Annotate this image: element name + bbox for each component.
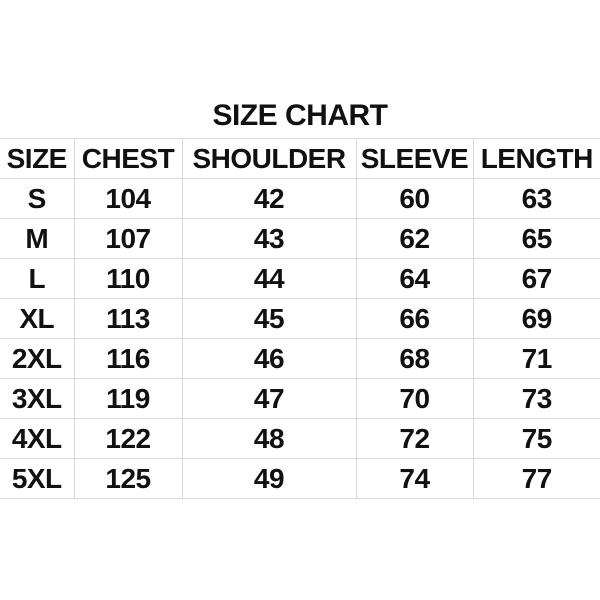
- size-label-cell: 2XL: [0, 338, 74, 379]
- sleeve-cell: 64: [355, 258, 473, 299]
- chart-title: SIZE CHART: [212, 99, 389, 132]
- table-row: L 110 44 64 67: [0, 258, 600, 299]
- column-header-size: SIZE: [0, 138, 74, 179]
- size-label-cell: L: [0, 258, 74, 299]
- length-cell: 73: [472, 378, 600, 419]
- size-label-cell: S: [0, 178, 74, 219]
- length-cell: 69: [472, 298, 600, 339]
- shoulder-cell: 49: [181, 458, 356, 499]
- column-header-shoulder: SHOULDER: [181, 138, 356, 179]
- shoulder-cell: 47: [181, 378, 356, 419]
- column-header-chest: CHEST: [73, 138, 182, 179]
- table-row: 2XL 116 46 68 71: [0, 338, 600, 379]
- sleeve-cell: 62: [355, 218, 473, 259]
- column-header-length: LENGTH: [472, 138, 600, 179]
- sleeve-cell: 70: [355, 378, 473, 419]
- size-label-cell: 3XL: [0, 378, 74, 419]
- sleeve-cell: 72: [355, 418, 473, 459]
- shoulder-cell: 45: [181, 298, 356, 339]
- chest-cell: 125: [73, 458, 182, 499]
- length-cell: 77: [472, 458, 600, 499]
- sleeve-cell: 60: [355, 178, 473, 219]
- sleeve-cell: 66: [355, 298, 473, 339]
- column-header-sleeve: SLEEVE: [355, 138, 473, 179]
- shoulder-cell: 44: [181, 258, 356, 299]
- chest-cell: 107: [73, 218, 182, 259]
- size-label-cell: 4XL: [0, 418, 74, 459]
- size-chart-table: SIZE CHEST SHOULDER SLEEVE LENGTH S 104 …: [0, 138, 600, 499]
- chest-cell: 113: [73, 298, 182, 339]
- size-label-cell: 5XL: [0, 458, 74, 499]
- length-cell: 67: [472, 258, 600, 299]
- table-row: 3XL 119 47 70 73: [0, 378, 600, 419]
- header-row: SIZE CHEST SHOULDER SLEEVE LENGTH: [0, 138, 600, 179]
- length-cell: 65: [472, 218, 600, 259]
- table-row: S 104 42 60 63: [0, 178, 600, 219]
- chest-cell: 122: [73, 418, 182, 459]
- chest-cell: 119: [73, 378, 182, 419]
- length-cell: 63: [472, 178, 600, 219]
- chest-cell: 110: [73, 258, 182, 299]
- table-row: XL 113 45 66 69: [0, 298, 600, 339]
- shoulder-cell: 46: [181, 338, 356, 379]
- shoulder-cell: 48: [181, 418, 356, 459]
- table-row: M 107 43 62 65: [0, 218, 600, 259]
- table-row: 4XL 122 48 72 75: [0, 418, 600, 459]
- shoulder-cell: 42: [181, 178, 356, 219]
- length-cell: 71: [472, 338, 600, 379]
- size-label-cell: XL: [0, 298, 74, 339]
- chest-cell: 104: [73, 178, 182, 219]
- size-label-cell: M: [0, 218, 74, 259]
- length-cell: 75: [472, 418, 600, 459]
- chest-cell: 116: [73, 338, 182, 379]
- table-row: 5XL 125 49 74 77: [0, 458, 600, 499]
- sleeve-cell: 68: [355, 338, 473, 379]
- shoulder-cell: 43: [181, 218, 356, 259]
- sleeve-cell: 74: [355, 458, 473, 499]
